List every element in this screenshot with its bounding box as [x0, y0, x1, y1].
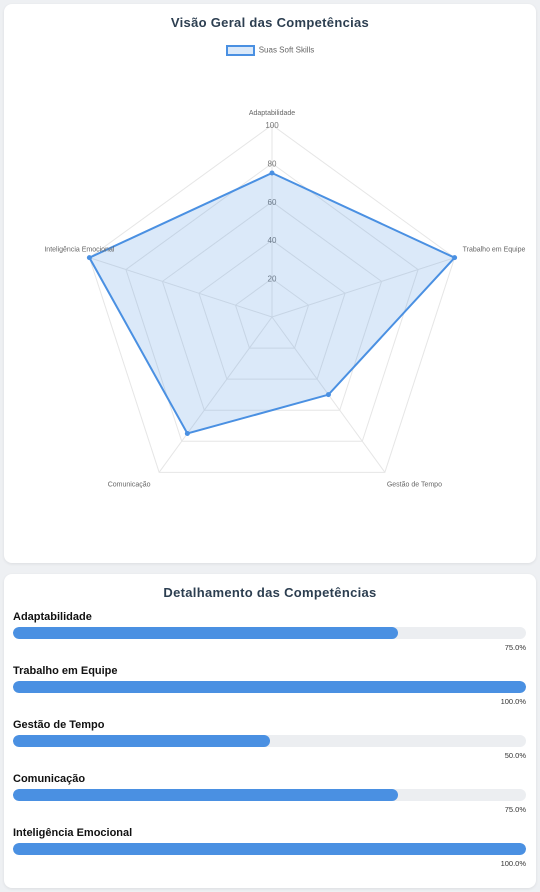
skill-bar-track — [13, 735, 526, 747]
skill-percent: 75.0% — [504, 643, 526, 652]
radar-chart: 20 40 60 80 100 Adaptabilidade Trabalho em Equ… — [44, 110, 526, 488]
skill-bar-fill — [13, 735, 270, 747]
radar-data-point — [269, 170, 275, 176]
legend-label: Suas Soft Skills — [258, 45, 315, 55]
legend-swatch — [225, 45, 255, 56]
skill-percent: 100.0% — [500, 697, 526, 706]
chart-legend[interactable]: Suas Soft Skills — [4, 45, 536, 56]
radar-chart-title: Visão Geral das Competências — [170, 15, 370, 30]
skill-label: Inteligência Emocional — [13, 827, 133, 839]
skill-bar-fill — [13, 789, 398, 801]
skill-row-gestao-de-tempo: Gestão de Tempo 50.0% — [13, 719, 526, 760]
skill-row-comunicacao: Comunicação 75.0% — [13, 773, 526, 814]
skill-label: Comunicação — [13, 773, 86, 785]
radar-data-point — [452, 255, 458, 261]
skill-percent: 50.0% — [504, 751, 526, 760]
skill-label: Gestão de Tempo — [13, 719, 105, 731]
skill-bar-track — [13, 789, 526, 801]
radar-category-label: Trabalho em Equipe — [463, 247, 526, 254]
skill-row-adaptabilidade: Adaptabilidade 75.0% — [13, 611, 526, 652]
radar-tick-label: 80 — [268, 159, 277, 168]
skill-bar-track — [13, 843, 526, 855]
radar-tick-label: 100 — [265, 121, 279, 130]
skill-bar-track — [13, 627, 526, 639]
radar-tick-label: 60 — [268, 198, 277, 207]
radar-series-area — [87, 171, 457, 435]
radar-chart-card: Visão Geral das Competências Suas Soft S… — [4, 4, 536, 563]
radar-spoke — [158, 316, 273, 473]
radar-grid-ring — [88, 124, 456, 473]
skills-detail-card: Detalhamento das Competências Adaptabili… — [4, 574, 536, 888]
skill-bar-fill — [13, 843, 526, 855]
radar-category-label: Gestão de Tempo — [387, 481, 442, 488]
radar-spoke — [89, 257, 273, 318]
radar-tick-label: 40 — [268, 236, 277, 245]
skill-percent: 100.0% — [500, 859, 526, 868]
radar-category-label: Inteligência Emocional — [44, 247, 114, 254]
skill-percent: 75.0% — [504, 805, 526, 814]
radar-category-label: Comunicação — [108, 481, 151, 488]
radar-category-label: Adaptabilidade — [249, 110, 295, 117]
skill-row-inteligencia-emocional: Inteligência Emocional 100.0% — [13, 827, 526, 868]
radar-data-point — [325, 392, 331, 398]
skill-bar-track — [13, 681, 526, 693]
skill-label: Trabalho em Equipe — [13, 665, 118, 677]
radar-tick-label: 20 — [268, 275, 277, 284]
radar-grid-ring — [234, 277, 310, 349]
skill-row-trabalho-em-equipe: Trabalho em Equipe 100.0% — [13, 665, 526, 706]
skill-bar-fill — [13, 627, 398, 639]
radar-grid-ring — [198, 239, 346, 380]
radar-grid-ring — [125, 162, 419, 442]
radar-data-point — [86, 255, 92, 261]
skills-detail-title: Detalhamento das Competências — [163, 585, 377, 600]
skill-bar-fill — [13, 681, 526, 693]
radar-data-point — [184, 430, 190, 436]
skill-label: Adaptabilidade — [13, 611, 92, 623]
radar-spoke — [271, 257, 455, 318]
